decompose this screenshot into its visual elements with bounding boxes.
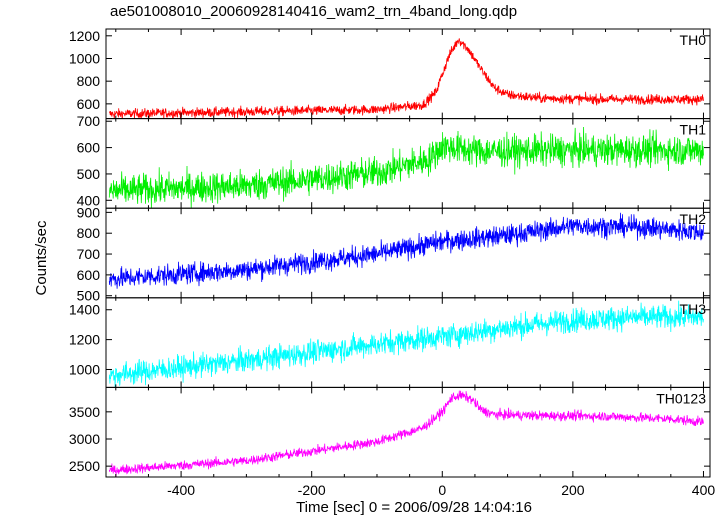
panel-label-th1: TH1 — [680, 122, 707, 138]
y-tick-label: 600 — [77, 96, 101, 112]
y-tick-label: 600 — [77, 267, 101, 283]
y-tick-label: 400 — [77, 192, 101, 208]
series-line-th1 — [108, 126, 704, 209]
panel-frame — [105, 297, 711, 388]
panel-th3: 1000 1200 1400 TH3 — [69, 297, 711, 388]
y-tick-label: 800 — [77, 73, 101, 89]
series-line-th2 — [108, 212, 704, 289]
y-tick-label: 3000 — [69, 431, 100, 447]
y-tick-label: 500 — [77, 288, 101, 304]
x-axis-label: Time [sec] 0 = 2006/09/28 14:04:16 — [296, 499, 532, 516]
y-tick-label: 700 — [77, 113, 101, 129]
panel-label-th0123: TH0123 — [656, 390, 706, 406]
panel-th1: 400 500 600 700 TH1 — [77, 113, 711, 209]
x-tick-label: 400 — [692, 482, 716, 498]
chart-title: ae501008010_20060928140416_wam2_trn_4ban… — [110, 3, 517, 20]
y-tick-label: 1200 — [69, 332, 100, 348]
y-tick-label: 500 — [77, 166, 101, 182]
panel-th0123: 2500 3000 3500 TH0123 — [69, 386, 711, 478]
panel-label-th0: TH0 — [680, 32, 707, 48]
panel-frame — [105, 386, 711, 478]
y-tick-label: 800 — [77, 225, 101, 241]
y-tick-label: 1000 — [69, 361, 100, 377]
y-tick-label: 700 — [77, 246, 101, 262]
panel-label-th2: TH2 — [680, 211, 707, 227]
series-line-th3 — [108, 300, 704, 388]
y-tick-label: 900 — [77, 204, 101, 220]
series-line-th0123 — [108, 390, 704, 477]
y-tick-label: 600 — [77, 140, 101, 156]
x-tick-label: -200 — [298, 482, 326, 498]
x-tick-label: 200 — [561, 482, 585, 498]
y-tick-label: 1200 — [69, 28, 100, 44]
series-line-th0 — [108, 38, 704, 119]
y-tick-label: 2500 — [69, 458, 100, 474]
y-tick-label: 3500 — [69, 404, 100, 420]
panel-th2: 500 600 700 800 900 TH2 — [77, 204, 711, 304]
panel-label-th3: TH3 — [680, 301, 707, 317]
y-axis-label: Counts/sec — [33, 220, 50, 296]
x-tick-label: 0 — [438, 482, 446, 498]
x-tick-label: -400 — [167, 482, 195, 498]
panel-th0: 600 800 1000 1200 TH0 — [69, 28, 711, 120]
y-tick-label: 1400 — [69, 302, 100, 318]
y-tick-label: 1000 — [69, 50, 100, 66]
